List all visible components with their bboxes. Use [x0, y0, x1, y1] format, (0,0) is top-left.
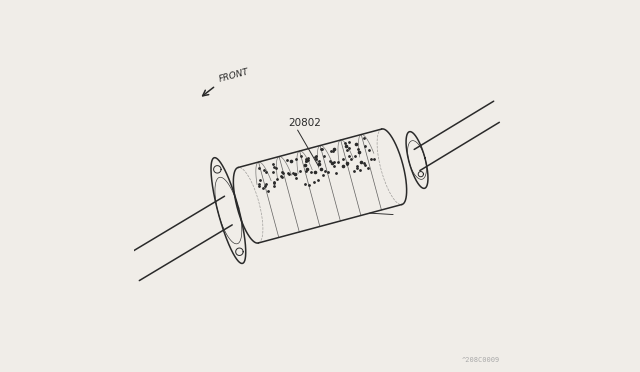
Text: 20802: 20802 [289, 118, 321, 128]
Text: FRONT: FRONT [218, 67, 250, 84]
Text: ^208C0009: ^208C0009 [462, 357, 500, 363]
